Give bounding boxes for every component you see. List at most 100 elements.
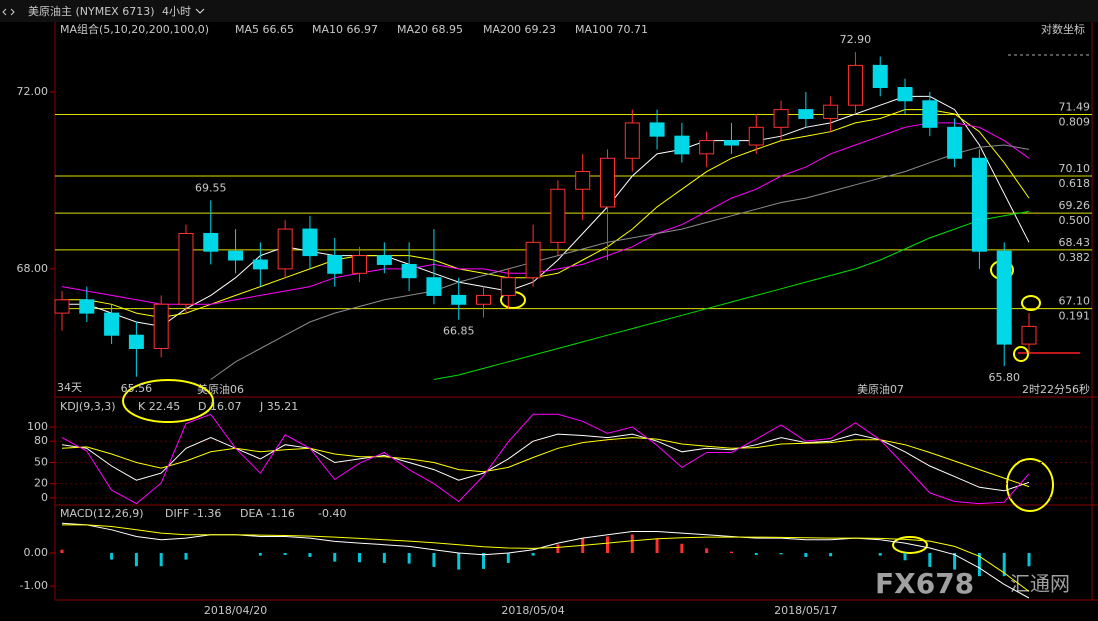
candle-body [599, 157, 615, 208]
high-label: 72.90 [840, 33, 872, 46]
line [61, 437, 1030, 488]
candle-body [823, 104, 839, 119]
scale-mode[interactable]: 对数坐标 [1041, 22, 1085, 36]
candle-body [525, 241, 541, 279]
fib-price: 67.10 [1059, 295, 1091, 308]
switch-icon[interactable] [2, 8, 15, 16]
highlight-circle [122, 379, 214, 423]
fib-ratio: 0.618 [1059, 177, 1091, 190]
candle-body [500, 277, 516, 296]
candle-body [376, 255, 392, 265]
line [210, 144, 1030, 380]
x-tick-label: 2018/05/17 [774, 604, 837, 617]
fib-ratio: 0.382 [1059, 251, 1091, 264]
watermark: FX678 [875, 567, 974, 600]
countdown: 2时22分56秒 [1022, 382, 1090, 396]
fib-price: 68.43 [1059, 236, 1091, 249]
low-label: 65.56 [121, 382, 153, 395]
low-label: 65.80 [988, 371, 1020, 384]
highlight-circle [1021, 295, 1041, 311]
candle-body [153, 303, 169, 349]
high-label: 69.55 [195, 181, 227, 194]
watermark: 汇通网 [1010, 572, 1070, 596]
candle-body [575, 171, 591, 190]
candle-body [178, 232, 194, 305]
histogram-legend: -0.40 [318, 507, 346, 520]
macd-title: MACD(12,26,9) [60, 507, 144, 520]
legend-entry: D 16.07 [198, 400, 241, 413]
line [62, 109, 1030, 319]
fib-price: 71.49 [1059, 100, 1091, 113]
candle-body [451, 294, 467, 305]
line [62, 524, 1030, 592]
candle-body [773, 109, 789, 128]
line [61, 122, 1030, 305]
legend-entry: J 35.21 [259, 400, 298, 413]
legend-entry: DIFF -1.36 [165, 507, 221, 520]
y-tick-label: 100 [27, 420, 48, 433]
y-tick-label: 80 [34, 434, 48, 447]
candle-body [897, 87, 913, 102]
candle-body [674, 135, 690, 155]
candle-body [699, 140, 715, 155]
candle-body [327, 255, 343, 274]
candle-body [748, 126, 764, 146]
top-bar [0, 0, 1098, 22]
candle-body [922, 100, 938, 128]
candle-body [476, 294, 492, 305]
candle-body [798, 109, 814, 119]
kdj-title: KDJ(9,3,3) [60, 400, 116, 413]
highlight-circle [1013, 346, 1029, 362]
candle-body [54, 299, 70, 314]
candle-body [104, 312, 120, 336]
y-tick-label: 72.00 [17, 85, 49, 98]
x-tick-label: 2018/05/04 [501, 604, 564, 617]
y-tick-label: 50 [34, 455, 48, 468]
candle-body [847, 64, 863, 106]
candle-body [649, 122, 665, 137]
candle-body [947, 126, 963, 159]
y-tick-label: 68.00 [17, 262, 49, 275]
highlight-circle [892, 536, 928, 554]
candle-body [723, 140, 739, 146]
fib-ratio: 0.809 [1059, 115, 1091, 128]
candle-body [624, 122, 640, 159]
y-tick-label: 0.00 [24, 546, 49, 559]
fib-price: 69.26 [1059, 199, 1091, 212]
legend-entry: MA20 68.95 [397, 23, 463, 36]
legend-entry: MA5 66.65 [235, 23, 294, 36]
fib-ratio: 0.191 [1059, 310, 1091, 323]
highlight-circle [1006, 458, 1054, 512]
candle-body [872, 64, 888, 89]
candle-body [401, 263, 417, 279]
legend-entry: MA10 66.97 [312, 23, 378, 36]
period[interactable]: 4小时 [162, 5, 191, 18]
y-tick-label: 0 [41, 491, 48, 504]
candle-body [79, 299, 95, 314]
candle-body [1021, 325, 1037, 345]
candle-body [352, 255, 368, 274]
low-label: 66.85 [443, 325, 475, 338]
line [433, 210, 1030, 380]
period-dropdown[interactable] [195, 8, 205, 14]
legend-entry: MA100 70.71 [575, 23, 648, 36]
instrument-title[interactable]: 美原油主 (NYMEX 6713) [28, 4, 155, 18]
line [61, 413, 1030, 505]
candle-body [252, 259, 268, 270]
legend-entry: DEA -1.16 [240, 507, 295, 520]
candle-body [302, 228, 318, 257]
legend-entry: K 22.45 [138, 400, 180, 413]
candle-body [971, 157, 987, 252]
candle-body [203, 232, 219, 252]
candle-body [228, 250, 244, 261]
candle-body [128, 334, 144, 349]
candle-body [550, 188, 566, 243]
contract-label: 美原油07 [857, 382, 904, 396]
candle-body [277, 228, 293, 270]
fib-price: 70.10 [1059, 162, 1091, 175]
candle-body [426, 277, 442, 296]
legend-entry: MA200 69.23 [483, 23, 556, 36]
line [61, 433, 1030, 492]
